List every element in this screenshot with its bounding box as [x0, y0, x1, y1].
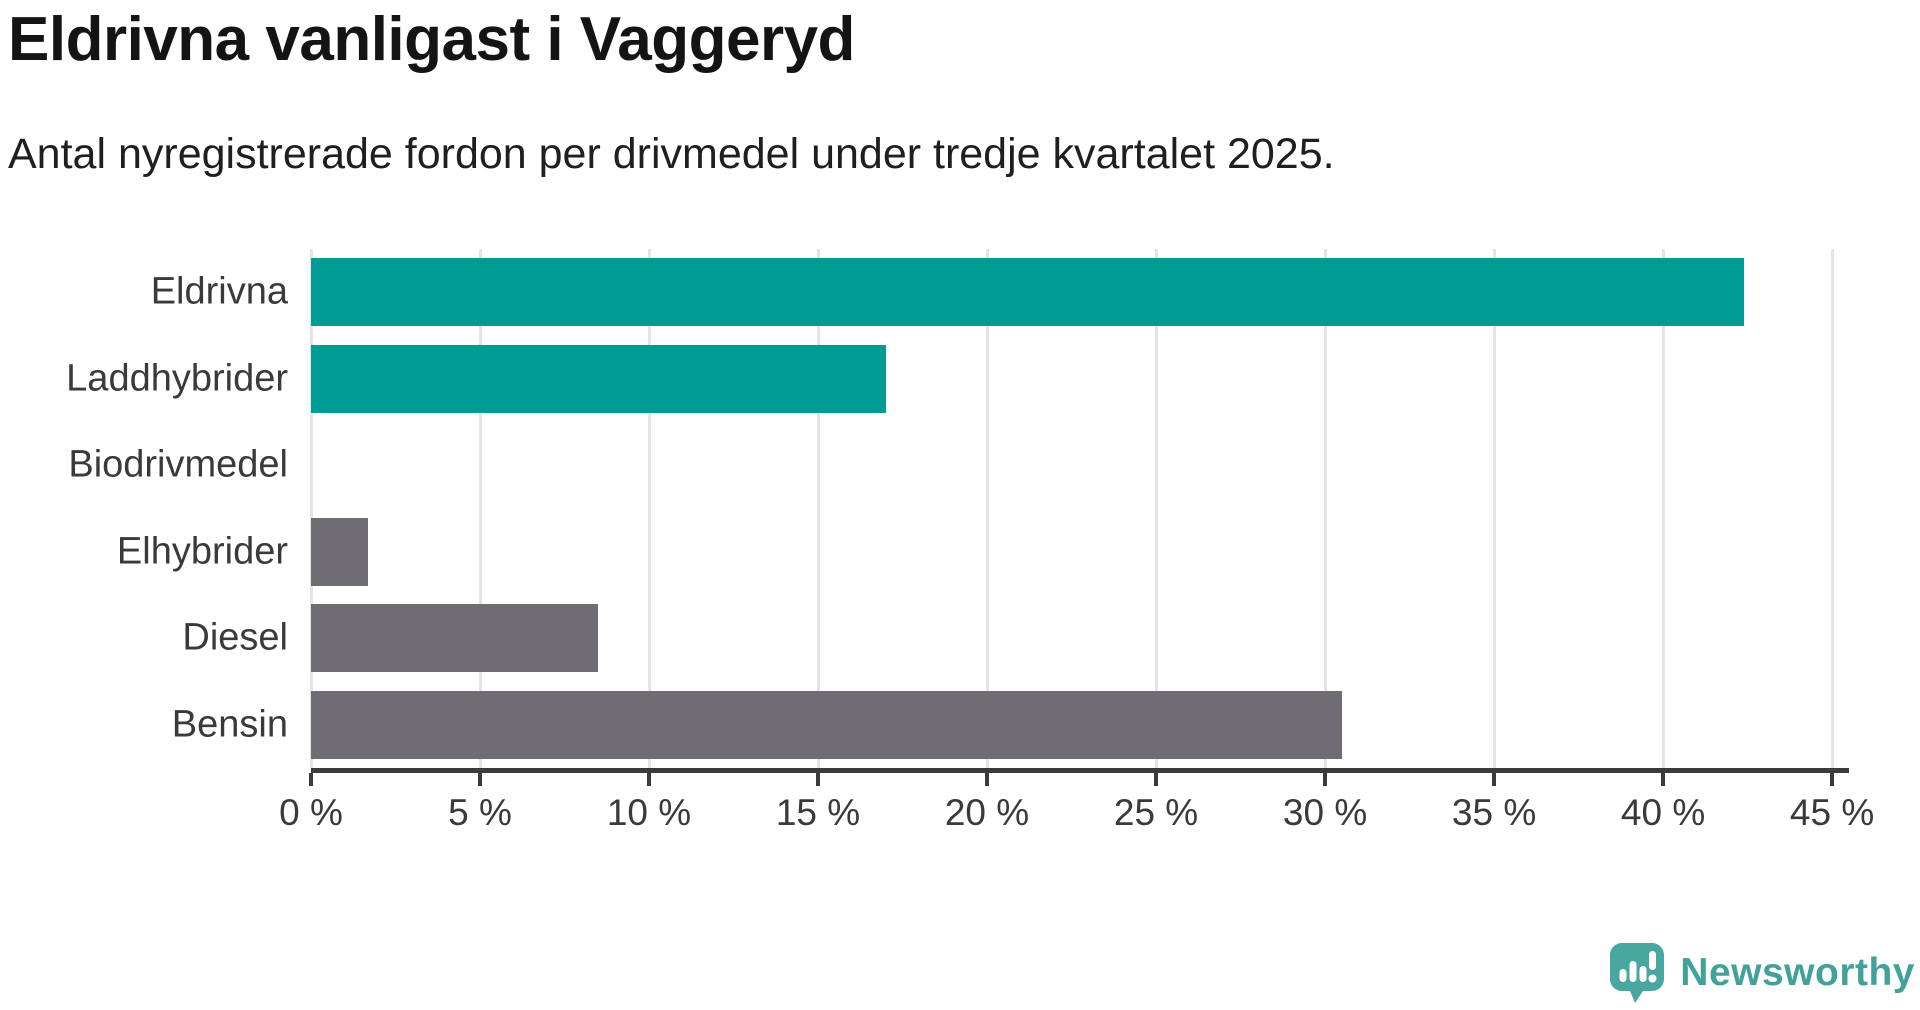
- bar-row-eldrivna: Eldrivna: [151, 258, 1849, 327]
- gridline-30: [1324, 249, 1328, 768]
- bar-laddhybrider: [311, 344, 886, 413]
- tick-label-25: 25 %: [1113, 792, 1199, 833]
- tick-mark-45: [1830, 773, 1835, 786]
- chart-title: Eldrivna vanligast i Vaggeryd: [8, 5, 855, 74]
- tick-label-5: 5 %: [448, 792, 512, 833]
- gridline-20: [986, 249, 990, 768]
- x-axis-line: 0 % 5 % 10 % 15 % 20 % 25 % 30 % 35 % 40 % 45 %: [279, 768, 1874, 833]
- gridline-35: [1493, 249, 1497, 768]
- tick-label-10: 10 %: [606, 792, 692, 833]
- category-label-biodrivmedel: Biodrivmedel: [68, 443, 288, 486]
- tick-mark-40: [1661, 773, 1666, 786]
- category-label-eldrivna: Eldrivna: [150, 270, 288, 313]
- tick-label-35: 35 %: [1451, 792, 1537, 833]
- bar-row-elhybrider: Elhybrider: [117, 517, 1849, 586]
- tick-mark-0: [309, 773, 313, 786]
- tick-mark-10: [647, 773, 652, 786]
- brand-footer: Newsworthy: [1609, 942, 1915, 1004]
- category-label-bensin: Bensin: [171, 703, 288, 746]
- category-label-laddhybrider: Laddhybrider: [66, 357, 288, 400]
- tick-label-0: 0 %: [279, 792, 343, 833]
- gridline-0: [310, 249, 313, 768]
- tick-label-15: 15 %: [775, 792, 861, 833]
- gridline-5: [479, 249, 482, 768]
- tick-mark-30: [1323, 773, 1328, 786]
- bar-row-diesel: Diesel: [182, 604, 1849, 673]
- bar-elhybrider: [311, 517, 369, 586]
- tick-label-30: 30 %: [1282, 792, 1368, 833]
- tick-mark-15: [816, 773, 821, 786]
- category-label-diesel: Diesel: [182, 616, 288, 659]
- tick-mark-5: [478, 773, 482, 786]
- category-label-elhybrider: Elhybrider: [116, 530, 288, 573]
- tick-label-45: 45 %: [1789, 792, 1875, 833]
- gridline-15: [817, 249, 821, 768]
- tick-mark-20: [985, 773, 990, 786]
- tick-label-40: 40 %: [1620, 792, 1706, 833]
- gridline-10: [648, 249, 652, 768]
- bar-row-biodrivmedel: Biodrivmedel: [68, 431, 1849, 499]
- chart-subtitle: Antal nyregistrerade fordon per drivmede…: [8, 130, 1335, 178]
- newsworthy-logo-icon: [1610, 943, 1665, 1003]
- brand-name: Newsworthy: [1680, 951, 1915, 994]
- bar-eldrivna: [311, 258, 1745, 327]
- gridline-25: [1155, 249, 1159, 768]
- gridline-40: [1662, 249, 1666, 768]
- tick-label-20: 20 %: [944, 792, 1030, 833]
- tick-mark-25: [1154, 773, 1159, 786]
- bar-bensin: [311, 690, 1342, 759]
- bar-row-bensin: Bensin: [172, 690, 1849, 759]
- bar-diesel: [311, 604, 599, 673]
- gridline-45: [1831, 249, 1835, 768]
- bar-row-laddhybrider: Laddhybrider: [66, 344, 1849, 413]
- tick-mark-35: [1492, 773, 1497, 786]
- plot-area: Eldrivna Laddhybrider Biodrivmedel Elhybrid…: [66, 249, 1849, 768]
